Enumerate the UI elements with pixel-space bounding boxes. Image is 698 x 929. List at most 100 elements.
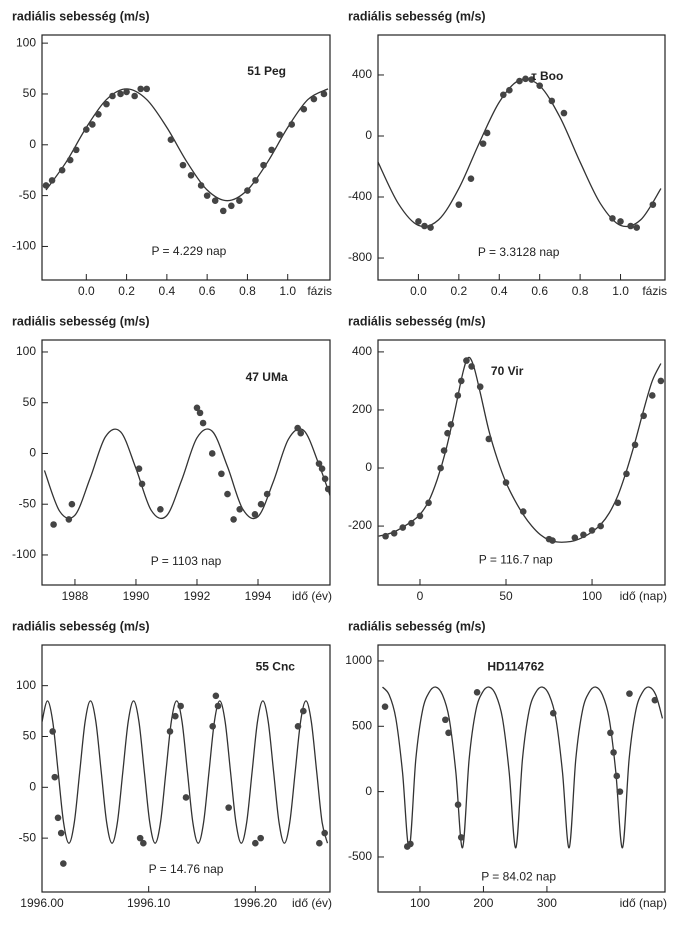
x-tick-label: 1.0 xyxy=(279,284,296,298)
y-tick-label: 200 xyxy=(352,402,372,416)
x-axis-label: idő (nap) xyxy=(620,896,667,910)
data-point xyxy=(580,531,587,539)
data-point xyxy=(318,465,326,472)
data-point xyxy=(549,709,557,717)
data-point xyxy=(297,429,305,437)
data-point xyxy=(68,500,76,508)
y-tick-label: 50 xyxy=(23,729,37,743)
data-point xyxy=(416,512,424,520)
data-point xyxy=(408,519,415,527)
period-label: P = 3.3128 nap xyxy=(478,245,560,259)
data-point xyxy=(49,728,56,735)
data-point xyxy=(138,480,146,488)
y-tick-label: -100 xyxy=(12,547,36,561)
data-point xyxy=(177,702,184,710)
y-tick-label: 0 xyxy=(365,784,372,798)
x-tick-label: 1990 xyxy=(123,589,150,603)
y-tick-label: 0 xyxy=(29,137,36,151)
data-point xyxy=(454,801,462,809)
data-point xyxy=(633,224,641,231)
data-point xyxy=(140,839,147,847)
data-point xyxy=(294,424,301,432)
y-tick-label: 100 xyxy=(16,344,36,358)
annotation: 51 Peg xyxy=(247,64,286,78)
y-tick-label: -50 xyxy=(19,188,37,202)
data-point xyxy=(627,222,634,230)
period-label: P = 1103 nap xyxy=(151,554,222,568)
data-point xyxy=(225,804,232,811)
data-point xyxy=(316,839,323,847)
plot-frame xyxy=(41,339,331,586)
plot-frame xyxy=(41,34,331,281)
data-point xyxy=(95,110,102,118)
data-point xyxy=(251,511,259,518)
data-point xyxy=(228,202,235,210)
y-axis-label: radiális sebesség (m/s) xyxy=(348,9,486,23)
data-point xyxy=(485,435,493,443)
x-axis-label: fázis xyxy=(307,284,332,298)
x-tick-label: 0.0 xyxy=(78,284,95,298)
panel: radiális sebesség (m/s) -50 0 50 100 1996.00 1… xyxy=(12,619,332,910)
data-point xyxy=(468,363,475,370)
plot-area xyxy=(381,686,664,850)
data-point xyxy=(60,860,67,867)
data-point xyxy=(571,534,579,541)
data-point xyxy=(463,357,470,364)
x-tick-label: 0.2 xyxy=(118,284,135,298)
annotation: 55 Cnc xyxy=(256,659,296,673)
data-point xyxy=(219,207,227,215)
x-tick-label: 0.8 xyxy=(572,284,589,298)
data-point xyxy=(640,412,647,420)
y-tick-label: 400 xyxy=(352,67,372,81)
data-point xyxy=(50,521,57,528)
y-axis-label: radiális sebesség (m/s) xyxy=(348,314,486,328)
data-point xyxy=(166,728,174,735)
y-tick-label: 100 xyxy=(16,35,36,49)
data-point xyxy=(252,839,259,847)
data-point xyxy=(616,788,624,795)
period-label: P = 14.76 nap xyxy=(149,862,224,876)
data-point xyxy=(560,109,568,117)
panel: radiális sebesség (m/s) -100 -50 0 50 100 1988… xyxy=(12,314,332,603)
x-tick-label: 1996.00 xyxy=(20,896,64,910)
data-point xyxy=(321,829,328,837)
x-tick-label: 300 xyxy=(537,896,557,910)
y-tick-label: -200 xyxy=(348,518,372,532)
y-tick-label: -400 xyxy=(348,189,372,203)
x-tick-label: 0.2 xyxy=(451,284,468,298)
period-label: P = 4.229 nap xyxy=(151,244,226,258)
data-point xyxy=(528,76,535,83)
data-point xyxy=(208,450,216,457)
x-tick-label: 1996.20 xyxy=(234,896,278,910)
data-point xyxy=(444,429,451,437)
y-tick-label: 100 xyxy=(16,678,36,692)
data-point xyxy=(211,197,219,205)
x-axis-label: fázis xyxy=(642,284,667,298)
data-point xyxy=(425,499,432,507)
data-point xyxy=(442,716,449,724)
x-tick-label: 50 xyxy=(499,589,513,603)
data-point xyxy=(548,97,556,105)
x-tick-label: 0.4 xyxy=(491,284,508,298)
data-point xyxy=(382,532,389,540)
panel: radiális sebesség (m/s) -500 0 500 1000 100 20… xyxy=(345,619,667,910)
data-point xyxy=(500,91,507,99)
y-tick-label: -100 xyxy=(12,239,36,253)
data-point xyxy=(252,177,259,184)
data-point xyxy=(607,729,614,737)
data-point xyxy=(288,121,296,128)
y-tick-label: -800 xyxy=(348,250,372,264)
y-axis-label: radiális sebesség (m/s) xyxy=(12,314,150,328)
y-axis-label: radiális sebesség (m/s) xyxy=(12,619,150,633)
y-axis-label: radiális sebesség (m/s) xyxy=(348,619,486,633)
data-point xyxy=(310,95,318,103)
plot-frame xyxy=(41,644,331,893)
y-tick-label: 50 xyxy=(23,395,37,409)
data-point xyxy=(66,156,74,164)
data-point xyxy=(209,723,216,730)
data-point xyxy=(519,508,527,515)
data-point xyxy=(467,175,475,183)
data-point xyxy=(415,218,422,225)
data-point xyxy=(187,171,195,179)
